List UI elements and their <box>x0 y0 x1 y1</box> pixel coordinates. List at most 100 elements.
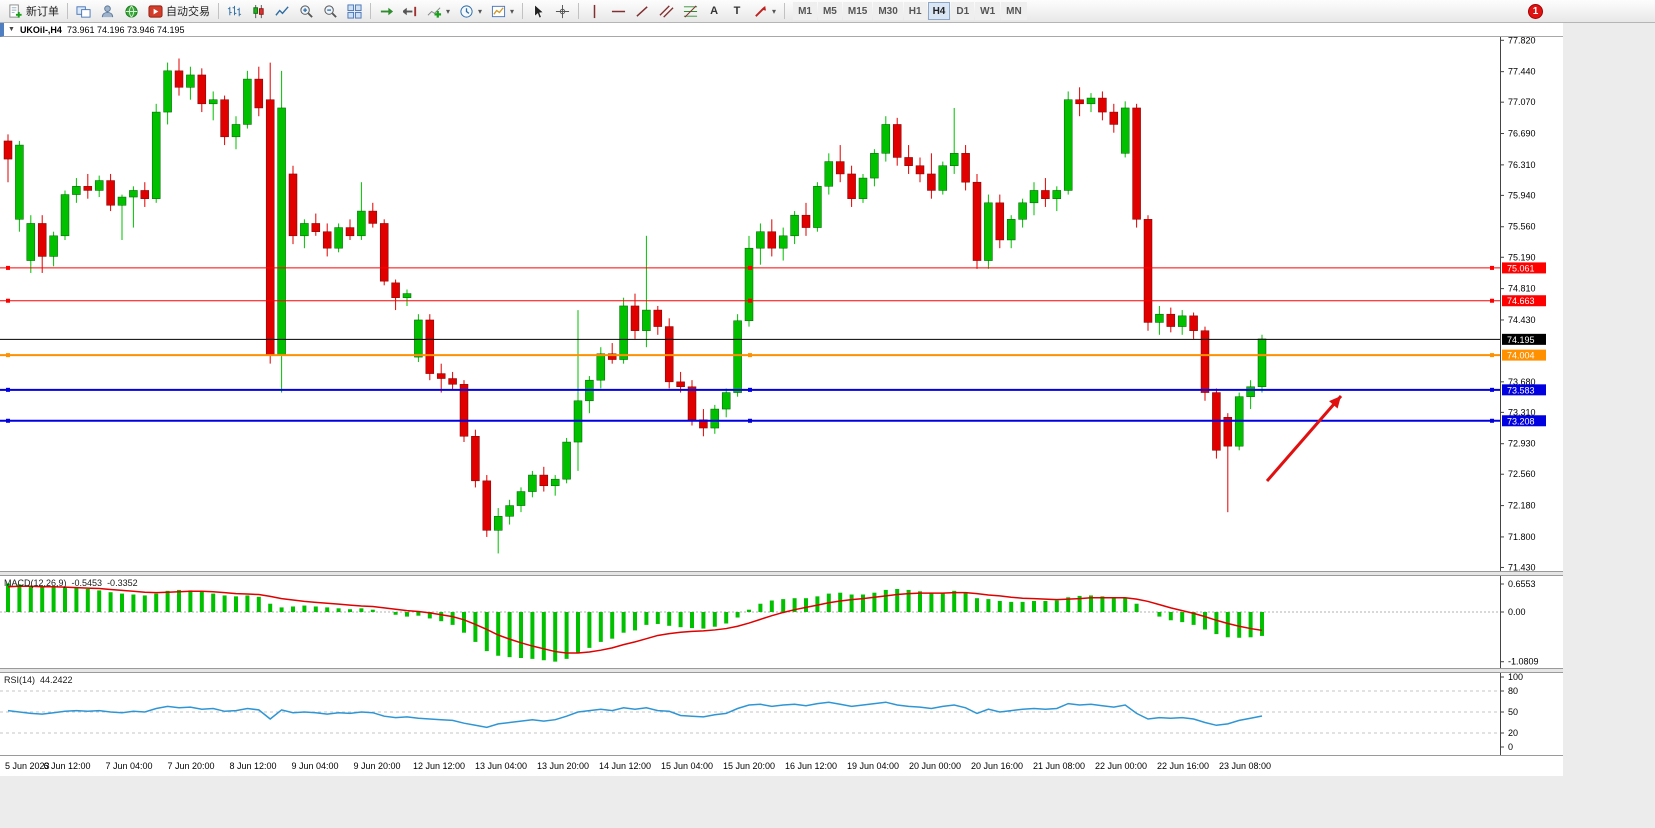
tf-button-W1[interactable]: W1 <box>975 2 1001 20</box>
line-handle <box>1490 418 1494 423</box>
candle-body <box>15 144 24 220</box>
price-axis-label: 74.810 <box>1508 284 1536 294</box>
tf-button-M30[interactable]: M30 <box>873 2 903 20</box>
trendline-tool-button[interactable] <box>631 1 654 21</box>
tf-button-H4[interactable]: H4 <box>927 2 951 20</box>
chart-title-bar[interactable]: ▼ UKOil-,H4 73.961 74.196 73.946 74.195 <box>0 23 1563 37</box>
horizontal-line-tool-button[interactable] <box>607 1 630 21</box>
periods-button[interactable]: ▾ <box>455 1 486 21</box>
auto-scroll-button[interactable] <box>375 1 398 21</box>
line-chart-type-button[interactable] <box>271 1 294 21</box>
candle-body <box>995 202 1005 241</box>
collapse-icon: ▼ <box>8 26 15 33</box>
chart-shift-button[interactable] <box>399 1 422 21</box>
price-axis-label: 76.310 <box>1508 160 1536 170</box>
candle-body <box>151 111 161 199</box>
candle-body <box>414 319 423 358</box>
rsi-axis-label: 50 <box>1508 707 1518 717</box>
bar-chart-icon <box>227 5 242 16</box>
time-axis[interactable]: 5 Jun 2023 6 Jun 12:00 7 Jun 04:00 7 Jun 20… <box>0 755 1563 776</box>
chevron-down-icon: ▾ <box>446 6 451 16</box>
line-handle <box>6 418 10 423</box>
price-tag-text: 73.208 <box>1507 416 1535 426</box>
price-tag-text: 73.583 <box>1507 385 1535 395</box>
zoom-in-icon <box>300 4 313 18</box>
candle-body <box>288 173 298 237</box>
new-order-icon <box>9 3 22 18</box>
time-axis-label: 23 Jun 08:00 <box>1218 761 1272 771</box>
text-tool-button[interactable]: A <box>703 1 725 21</box>
tf-button-MN[interactable]: MN <box>1001 2 1027 20</box>
panel-splitter[interactable] <box>0 571 1563 576</box>
bar-chart-type-button[interactable] <box>223 1 246 21</box>
arrows-tool-button[interactable]: ▾ <box>749 1 780 21</box>
macd-axis-label: 0.00 <box>1508 607 1526 617</box>
price-axis-label: 75.190 <box>1508 252 1536 262</box>
candle-body <box>197 74 207 105</box>
charts-window-button[interactable] <box>72 1 95 21</box>
time-axis-label: 16 Jun 12:00 <box>784 761 838 771</box>
cursor-button[interactable] <box>527 1 550 21</box>
main-price-chart[interactable]: 77.820 77.440 77.070 76.690 76.310 75.940 75.5… <box>0 37 1563 571</box>
clock-icon <box>460 4 473 18</box>
candle-body <box>1052 190 1062 199</box>
vertical-line-tool-button[interactable] <box>583 1 606 21</box>
candle-body <box>106 180 115 206</box>
horizontal-line-icon <box>611 10 626 12</box>
webtrader-button[interactable] <box>120 1 143 21</box>
candle-body <box>72 186 81 195</box>
toolbar: 新订单 自动交易 ▾ ▾ <box>0 0 1655 23</box>
fibonacci-tool-button[interactable] <box>679 1 702 21</box>
time-axis-label: 9 Jun 20:00 <box>353 761 401 771</box>
candle-body <box>1143 219 1153 323</box>
price-tag <box>1502 333 1546 345</box>
candle-body <box>516 491 526 506</box>
tile-windows-button[interactable] <box>343 1 366 21</box>
candle-body <box>1120 107 1130 154</box>
channel-tool-button[interactable] <box>655 1 678 21</box>
time-axis-label: 6 Jun 12:00 <box>43 761 91 771</box>
line-handle <box>748 387 752 392</box>
candlestick-chart-type-button[interactable] <box>247 1 270 21</box>
candle-body <box>767 231 777 249</box>
candle-body <box>927 173 936 191</box>
candle-body <box>835 161 845 175</box>
templates-button[interactable]: ▾ <box>487 1 518 21</box>
price-axis-label: 77.820 <box>1508 37 1536 45</box>
rsi-indicator-chart[interactable]: 100 80 50 20 0 <box>0 673 1563 755</box>
macd-panel: 0.6553 0.00 -1.0809 MACD(12,26,9) -0.5453 … <box>0 576 1563 668</box>
candle-body <box>824 161 834 187</box>
tf-button-M5[interactable]: M5 <box>817 2 842 20</box>
line-chart-icon <box>275 5 289 16</box>
macd-signal-line <box>7 585 1263 654</box>
separator <box>67 3 68 19</box>
indicators-button[interactable]: ▾ <box>423 1 454 21</box>
crosshair-button[interactable] <box>551 1 574 21</box>
price-tag <box>1502 415 1546 427</box>
line-handle <box>1490 298 1494 303</box>
tf-button-M1[interactable]: M1 <box>793 2 817 20</box>
time-axis-label: 5 Jun 2023 <box>5 761 50 771</box>
candle-body <box>83 186 93 191</box>
candle-body <box>710 408 720 429</box>
line-handle <box>1490 387 1494 392</box>
zoom-out-button[interactable] <box>319 1 342 21</box>
candle-body <box>881 124 891 154</box>
price-axis-label: 77.070 <box>1508 97 1536 107</box>
label-tool-button[interactable]: T <box>726 1 748 21</box>
tf-button-D1[interactable]: D1 <box>951 2 975 20</box>
tf-button-M15[interactable]: M15 <box>842 2 873 20</box>
panel-splitter[interactable] <box>0 668 1563 673</box>
separator <box>522 3 524 19</box>
zoom-in-button[interactable] <box>295 1 318 21</box>
notification-badge[interactable]: 1 <box>1528 3 1543 19</box>
price-tag <box>1502 349 1546 361</box>
candle-body <box>858 177 868 199</box>
data-window-button[interactable] <box>96 1 119 21</box>
candlestick-icon <box>253 4 264 18</box>
tf-button-H1[interactable]: H1 <box>903 2 927 20</box>
macd-indicator-chart[interactable]: 0.6553 0.00 -1.0809 <box>0 576 1563 668</box>
autotrading-button[interactable]: 自动交易 <box>144 1 214 21</box>
candle-body <box>243 78 252 125</box>
new-order-button[interactable]: 新订单 <box>4 1 63 21</box>
